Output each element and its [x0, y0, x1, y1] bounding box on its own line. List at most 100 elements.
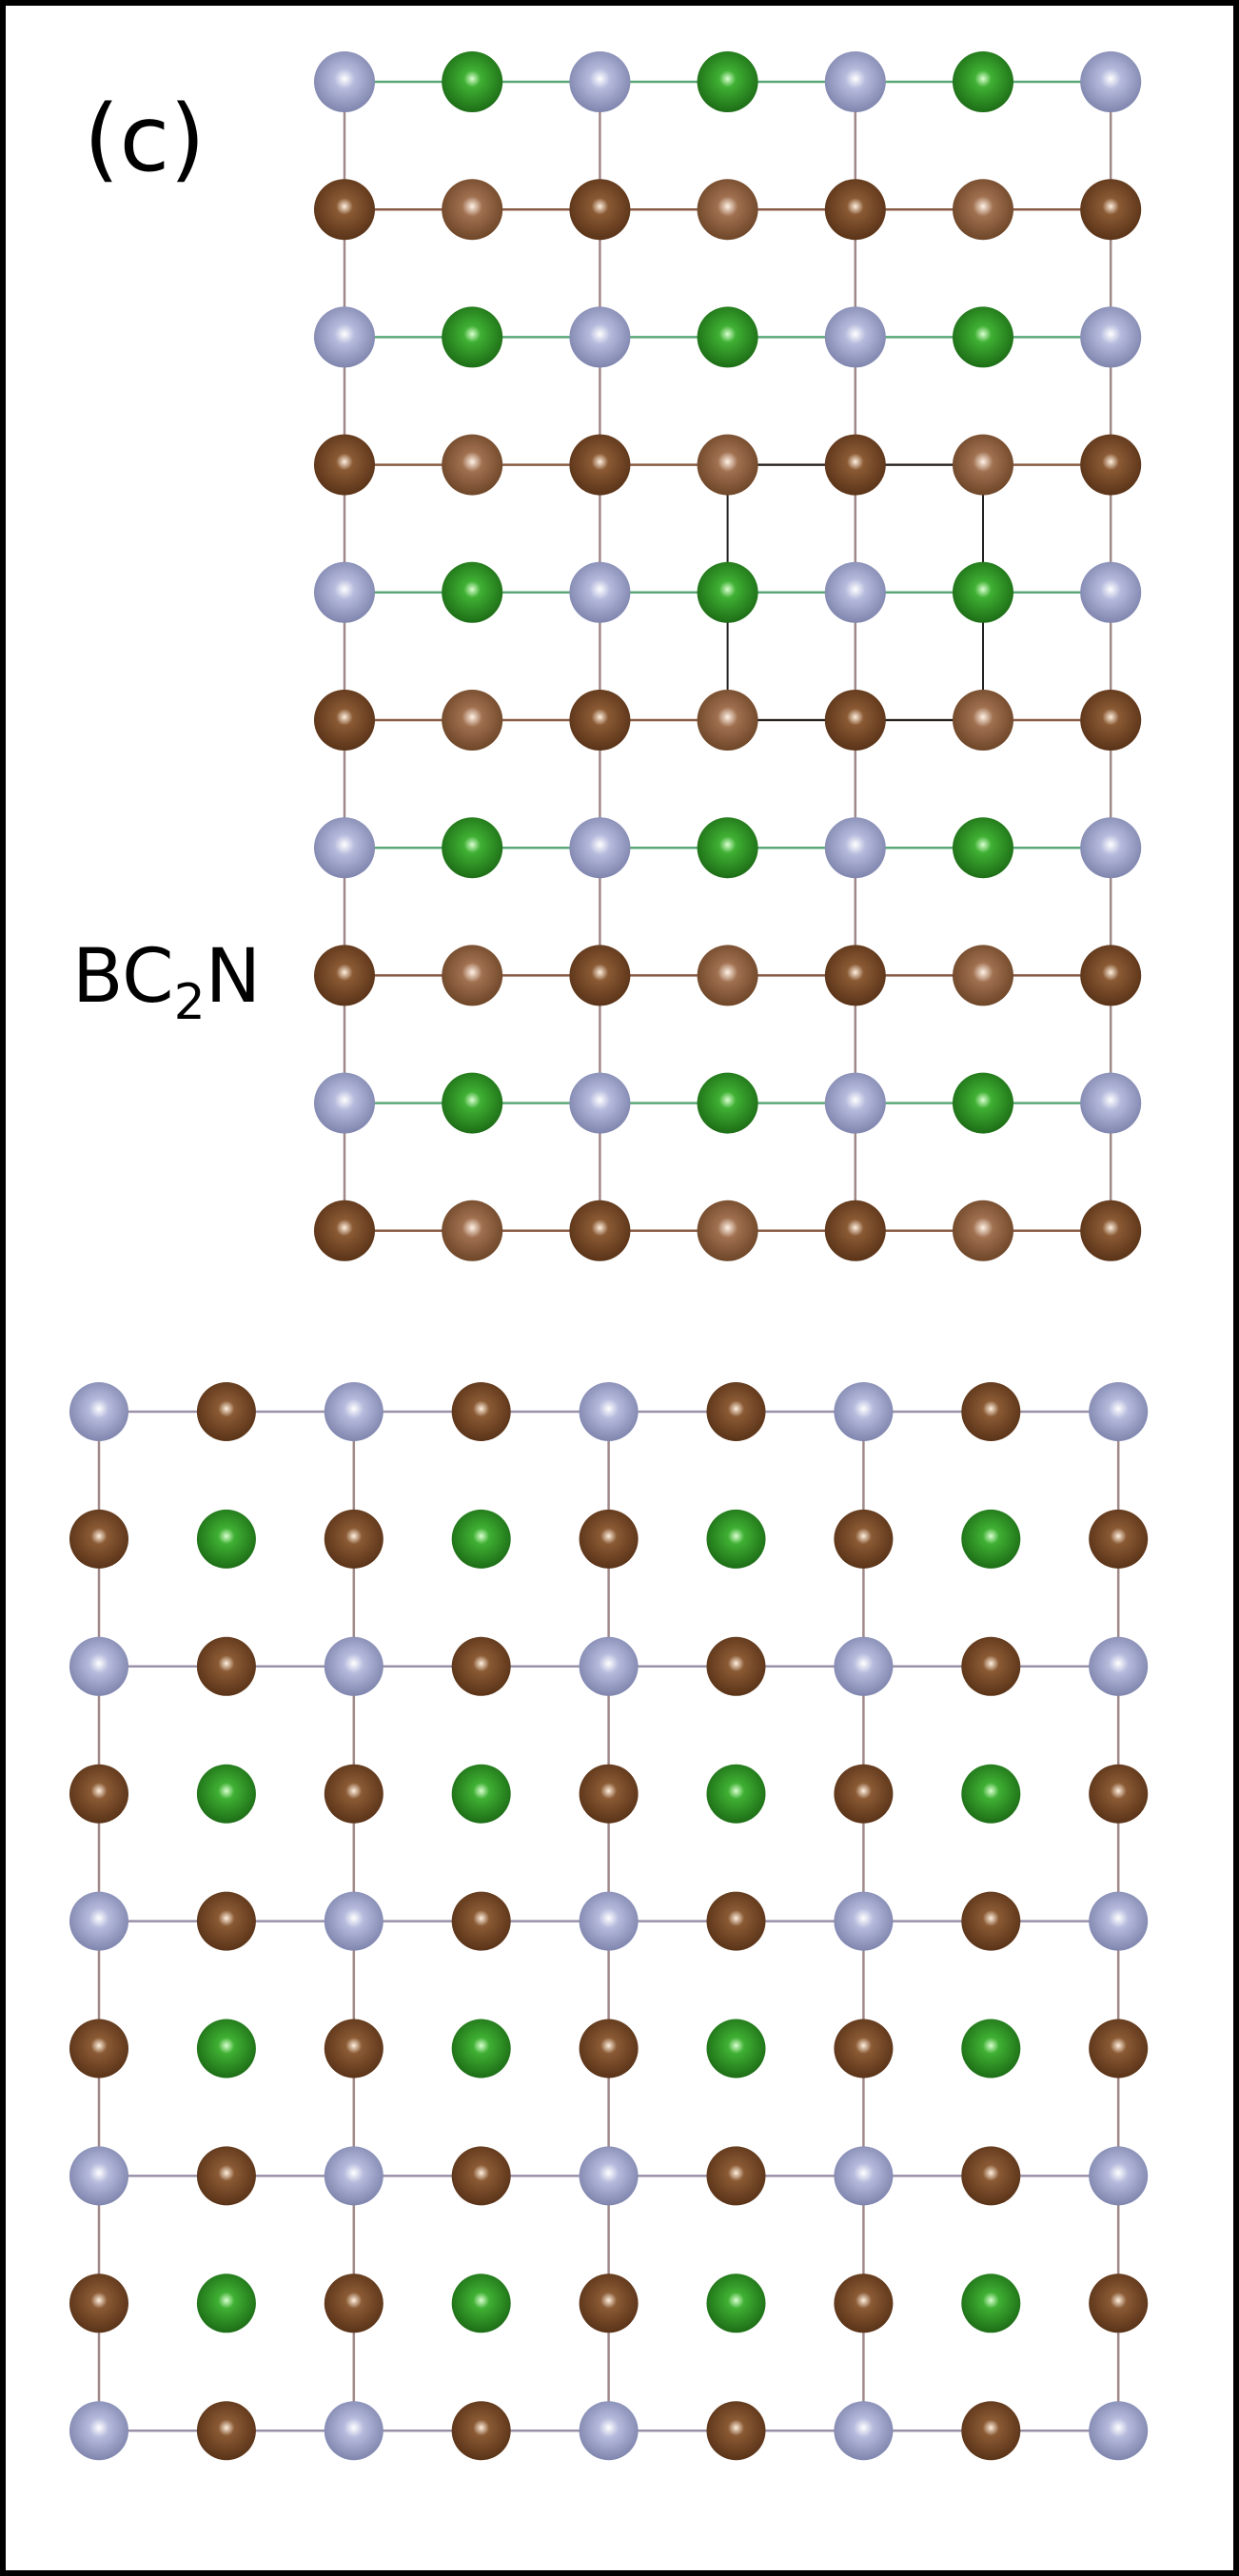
carbon-atom: [1089, 2019, 1149, 2078]
carbon-atom: [314, 1200, 375, 1261]
nitrogen-atom: [834, 1382, 894, 1441]
carbon-atom: [953, 1200, 1013, 1261]
formula-subscript: 2: [173, 974, 206, 1031]
carbon-atom: [706, 2146, 766, 2206]
boron-atom: [451, 1764, 511, 1824]
boron-atom: [953, 306, 1013, 368]
carbon-atom: [196, 1636, 256, 1696]
carbon-atom: [706, 1891, 766, 1951]
carbon-atom: [824, 945, 886, 1006]
carbon-atom: [579, 1764, 639, 1824]
nitrogen-atom: [69, 2146, 128, 2206]
carbon-atom: [579, 1509, 639, 1569]
carbon-atom: [834, 2019, 894, 2078]
carbon-atom: [579, 2019, 639, 2078]
carbon-atom: [953, 945, 1013, 1006]
carbon-atom: [69, 1764, 128, 1824]
carbon-atom: [314, 179, 375, 241]
boron-atom: [451, 2274, 511, 2333]
boron-atom: [953, 51, 1013, 112]
nitrogen-atom: [1089, 2146, 1149, 2206]
nitrogen-atom: [834, 2401, 894, 2461]
nitrogen-atom: [324, 1891, 384, 1951]
carbon-atom: [451, 2146, 511, 2206]
boron-atom: [697, 51, 758, 112]
nitrogen-atom: [569, 1072, 631, 1134]
carbon-atom: [442, 434, 503, 496]
boron-atom: [961, 1509, 1021, 1569]
boron-atom: [196, 1509, 256, 1569]
boron-atom: [953, 1072, 1013, 1134]
carbon-atom: [1080, 945, 1142, 1006]
boron-atom: [697, 306, 758, 368]
nitrogen-atom: [824, 51, 886, 112]
nitrogen-atom: [834, 2146, 894, 2206]
carbon-atom: [451, 2401, 511, 2461]
nitrogen-atom: [1080, 51, 1142, 112]
nitrogen-atom: [69, 1636, 128, 1696]
nitrogen-atom: [69, 1891, 128, 1951]
nitrogen-atom: [1089, 1382, 1149, 1441]
boron-atom: [196, 1764, 256, 1824]
carbon-atom: [824, 179, 886, 241]
panel-label: (c): [84, 86, 206, 192]
nitrogen-atom: [1080, 1072, 1142, 1134]
nitrogen-atom: [324, 1636, 384, 1696]
carbon-atom: [1089, 1509, 1149, 1569]
carbon-atom: [451, 1636, 511, 1696]
carbon-atom: [569, 179, 631, 241]
carbon-atom: [706, 1382, 766, 1441]
carbon-atom: [314, 945, 375, 1006]
nitrogen-atom: [824, 561, 886, 623]
carbon-atom: [697, 1200, 758, 1261]
carbon-atom: [569, 434, 631, 496]
carbon-atom: [569, 690, 631, 751]
nitrogen-atom: [569, 561, 631, 623]
boron-atom: [706, 2019, 766, 2078]
carbon-atom: [442, 945, 503, 1006]
boron-atom: [953, 817, 1013, 879]
carbon-atom: [196, 1382, 256, 1441]
carbon-atom: [961, 1891, 1021, 1951]
boron-atom: [697, 1072, 758, 1134]
formula-main-b: N: [205, 934, 262, 1020]
carbon-atom: [569, 1200, 631, 1261]
carbon-atom: [706, 1636, 766, 1696]
boron-atom: [451, 2019, 511, 2078]
carbon-atom: [314, 690, 375, 751]
nitrogen-atom: [824, 1072, 886, 1134]
carbon-atom: [451, 1891, 511, 1951]
nitrogen-atom: [324, 1382, 384, 1441]
carbon-atom: [196, 2401, 256, 2461]
boron-atom: [442, 1072, 503, 1134]
carbon-atom: [324, 2019, 384, 2078]
nitrogen-atom: [569, 817, 631, 879]
carbon-atom: [834, 1764, 894, 1824]
boron-atom: [953, 561, 1013, 623]
nitrogen-atom: [314, 1072, 375, 1134]
nitrogen-atom: [834, 1891, 894, 1951]
nitrogen-atom: [69, 2401, 128, 2461]
carbon-atom: [442, 179, 503, 241]
nitrogen-atom: [824, 817, 886, 879]
nitrogen-atom: [314, 817, 375, 879]
nitrogen-atom: [314, 51, 375, 112]
carbon-atom: [697, 690, 758, 751]
carbon-atom: [69, 1509, 128, 1569]
carbon-atom: [1080, 434, 1142, 496]
boron-atom: [961, 1764, 1021, 1824]
nitrogen-atom: [1089, 1891, 1149, 1951]
nitrogen-atom: [579, 1382, 639, 1441]
boron-atom: [196, 2274, 256, 2333]
nitrogen-atom: [69, 1382, 128, 1441]
carbon-atom: [196, 2146, 256, 2206]
formula-label: BC2N: [72, 940, 261, 1027]
atoms-layer: [69, 51, 1149, 2461]
carbon-atom: [824, 434, 886, 496]
carbon-atom: [324, 1509, 384, 1569]
carbon-atom: [1089, 1764, 1149, 1824]
boron-atom: [451, 1509, 511, 1569]
nitrogen-atom: [1089, 2401, 1149, 2461]
boron-atom: [196, 2019, 256, 2078]
nitrogen-atom: [579, 1636, 639, 1696]
